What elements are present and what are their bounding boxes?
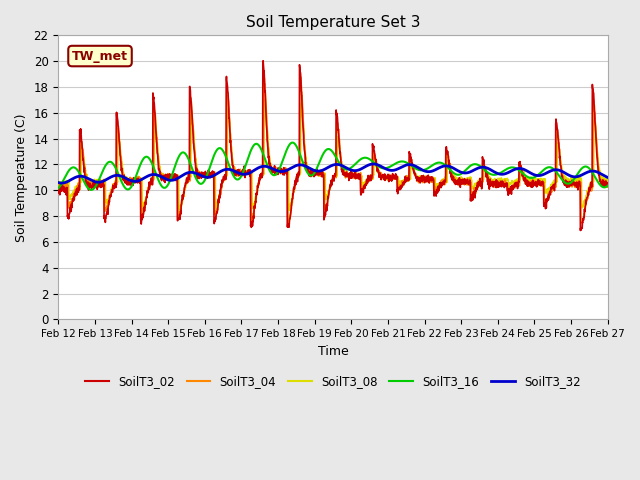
SoilT3_08	[362, 181, 369, 187]
SoilT3_32	[556, 168, 563, 173]
SoilT3_08	[207, 173, 215, 179]
SoilT3_02	[259, 58, 267, 64]
SoilT3_16	[208, 159, 216, 165]
SoilT3_02	[361, 186, 369, 192]
SoilT3_32	[58, 180, 65, 186]
SoilT3_04	[604, 181, 611, 187]
SoilT3_02	[349, 173, 356, 179]
SoilT3_32	[54, 180, 62, 185]
Legend: SoilT3_02, SoilT3_04, SoilT3_08, SoilT3_16, SoilT3_32: SoilT3_02, SoilT3_04, SoilT3_08, SoilT3_…	[81, 371, 586, 393]
SoilT3_16	[54, 185, 62, 191]
SoilT3_16	[289, 140, 296, 145]
X-axis label: Time: Time	[317, 345, 348, 358]
Line: SoilT3_08: SoilT3_08	[58, 99, 607, 210]
SoilT3_16	[87, 187, 95, 193]
SoilT3_08	[604, 180, 611, 185]
Title: Soil Temperature Set 3: Soil Temperature Set 3	[246, 15, 420, 30]
SoilT3_32	[208, 174, 216, 180]
SoilT3_04	[493, 182, 500, 188]
SoilT3_02	[571, 180, 579, 185]
SoilT3_02	[54, 190, 62, 195]
SoilT3_16	[556, 173, 563, 179]
SoilT3_04	[349, 173, 357, 179]
SoilT3_32	[369, 161, 377, 167]
SoilT3_04	[260, 72, 268, 78]
SoilT3_08	[571, 175, 579, 181]
SoilT3_02	[577, 228, 584, 233]
SoilT3_16	[362, 155, 369, 161]
SoilT3_16	[604, 183, 611, 189]
SoilT3_08	[285, 207, 293, 213]
SoilT3_08	[349, 174, 357, 180]
Text: TW_met: TW_met	[72, 49, 128, 62]
SoilT3_08	[493, 178, 500, 183]
SoilT3_02	[556, 146, 563, 152]
Line: SoilT3_04: SoilT3_04	[58, 75, 607, 223]
SoilT3_04	[556, 146, 563, 152]
SoilT3_16	[571, 175, 579, 181]
SoilT3_32	[571, 174, 579, 180]
SoilT3_08	[260, 96, 268, 102]
SoilT3_08	[556, 149, 563, 155]
SoilT3_32	[604, 175, 611, 180]
SoilT3_32	[493, 170, 500, 176]
SoilT3_32	[361, 164, 369, 170]
Line: SoilT3_32: SoilT3_32	[58, 164, 607, 183]
SoilT3_04	[284, 220, 292, 226]
Line: SoilT3_02: SoilT3_02	[58, 61, 607, 230]
SoilT3_32	[349, 168, 356, 173]
SoilT3_16	[493, 171, 500, 177]
SoilT3_16	[349, 163, 357, 169]
SoilT3_04	[54, 186, 62, 192]
SoilT3_04	[571, 180, 579, 186]
SoilT3_08	[54, 182, 62, 188]
SoilT3_04	[362, 183, 369, 189]
Line: SoilT3_16: SoilT3_16	[58, 143, 607, 190]
SoilT3_02	[604, 180, 611, 186]
Y-axis label: Soil Temperature (C): Soil Temperature (C)	[15, 113, 28, 241]
SoilT3_02	[493, 184, 500, 190]
SoilT3_04	[207, 170, 215, 176]
SoilT3_02	[207, 171, 215, 177]
